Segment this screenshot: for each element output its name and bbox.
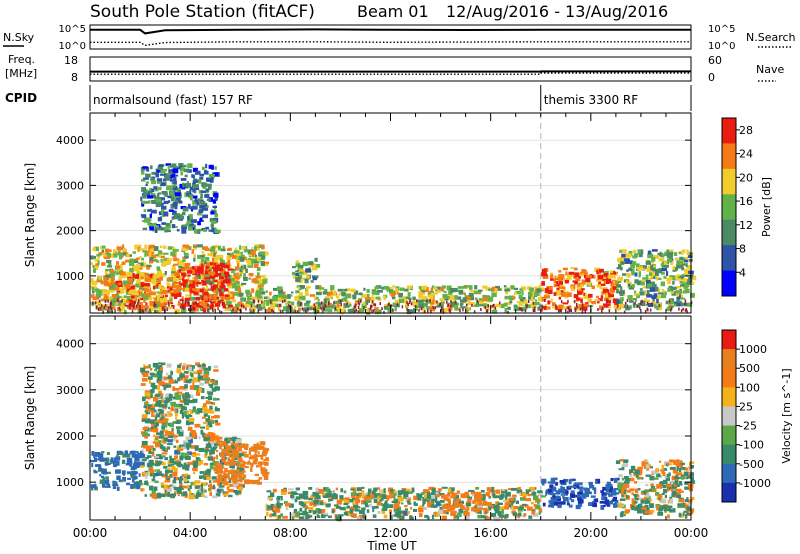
colorbar-swatch xyxy=(722,194,736,221)
power-panel: 1000 2000 3000 4000 xyxy=(56,112,697,315)
colorbar-frame xyxy=(721,329,737,503)
noise-left-tick-low: 10^0 xyxy=(59,41,86,52)
freq-label-line1: Freq. xyxy=(8,53,35,66)
heatmap-region xyxy=(615,459,696,519)
colorbar-swatch xyxy=(722,143,736,170)
freq-tick-low: 8 xyxy=(71,71,78,84)
colorbar-tick-label: 500 xyxy=(739,362,760,375)
colorbar-tick-label: 100 xyxy=(739,381,760,394)
freq-label-line2: [MHz] xyxy=(5,67,37,80)
colorbar-tick-label: 8 xyxy=(739,243,746,256)
x-axis-label: Time UT xyxy=(366,539,417,553)
noise-right-tick-low: 10^0 xyxy=(708,41,735,52)
y-tick-label: 4000 xyxy=(56,134,84,147)
x-tick-label: 04:00 xyxy=(173,526,208,540)
heatmap-region xyxy=(540,477,620,510)
y-tick-label: 2000 xyxy=(56,430,84,443)
colorbar-swatch xyxy=(722,349,736,369)
noise-left-label: N.Sky xyxy=(3,31,35,44)
ground-scatter-strip xyxy=(92,299,693,314)
heatmap-region xyxy=(140,163,221,234)
noise-left-tick-high: 10^5 xyxy=(59,24,86,35)
cpid-label: CPID xyxy=(5,91,37,105)
y-tick-label: 2000 xyxy=(56,225,84,238)
colorbar-tick-label: 1000 xyxy=(739,343,767,356)
heatmap-region xyxy=(265,486,546,522)
power-ylabel: Slant Range [km] xyxy=(23,163,37,267)
colorbar-swatch xyxy=(722,425,736,446)
freq-tick-high: 18 xyxy=(64,54,78,67)
y-tick-label: 3000 xyxy=(56,179,84,192)
noise-series-search xyxy=(90,41,691,47)
colorbar-tick-label: 24 xyxy=(739,148,753,161)
nave-label: Nave xyxy=(756,63,784,76)
colorbar-tick-label: -100 xyxy=(739,439,764,452)
heatmap-region xyxy=(140,436,245,500)
heatmap-region xyxy=(140,362,221,441)
nave-series-line xyxy=(90,72,691,75)
x-tick-label: 20:00 xyxy=(574,526,609,540)
y-tick-label: 4000 xyxy=(56,338,84,351)
colorbar-swatch xyxy=(722,118,736,144)
heatmap-region xyxy=(616,249,697,312)
colorbar-tick-label: 16 xyxy=(739,195,753,208)
heatmap-region xyxy=(291,257,321,284)
heatmap-region xyxy=(540,267,622,312)
y-tick-label: 3000 xyxy=(56,384,84,397)
y-tick-label: 1000 xyxy=(56,476,84,489)
heatmap-region xyxy=(441,491,492,514)
colorbar-frame xyxy=(721,117,737,297)
colorbar-swatch xyxy=(722,482,736,503)
date-range: 12/Aug/2016 - 13/Aug/2016 xyxy=(446,2,668,21)
colorbar-tick-label: -1000 xyxy=(739,477,771,490)
noise-series-sky xyxy=(90,28,691,35)
colorbar-tick-label: 28 xyxy=(739,124,753,137)
x-tick-label: 16:00 xyxy=(473,526,508,540)
colorbar-label: Power [dB] xyxy=(760,177,773,237)
colorbar-tick-label: -500 xyxy=(739,458,764,471)
colorbar-swatch xyxy=(722,245,736,272)
x-tick-label: 00:00 xyxy=(73,526,108,540)
x-tick-label: 00:00 xyxy=(674,526,709,540)
nave-tick-high: 60 xyxy=(708,54,722,67)
heatmap-region xyxy=(215,441,270,486)
noise-right-tick-high: 10^5 xyxy=(708,24,735,35)
heatmap-region xyxy=(265,285,546,315)
x-tick-label: 08:00 xyxy=(273,526,308,540)
nave-tick-low: 0 xyxy=(708,71,715,84)
y-tick-label: 1000 xyxy=(56,270,84,283)
colorbar-swatch xyxy=(722,463,736,484)
colorbar-swatch xyxy=(722,406,736,427)
heatmap-region xyxy=(178,262,234,313)
colorbar-tick-label: 25 xyxy=(739,400,753,413)
colorbar-tick-label: -25 xyxy=(739,420,757,433)
colorbar-swatch xyxy=(722,330,736,350)
colorbar-swatch xyxy=(722,387,736,407)
freq-panel-frame xyxy=(89,56,692,82)
velocity-panel: 1000 2000 3000 4000 00:00 04:00 08:00 12:00 16:0… xyxy=(56,315,709,540)
figure-title: South Pole Station (fitACF) xyxy=(90,2,315,22)
velocity-ylabel: Slant Range [km] xyxy=(23,366,37,470)
cpid-segment-label: normalsound (fast) 157 RF xyxy=(93,93,253,107)
heatmap-region xyxy=(90,450,146,491)
cpid-segment-label: themis 3300 RF xyxy=(544,93,638,107)
colorbar-swatch xyxy=(722,168,736,195)
colorbar-swatch xyxy=(722,444,736,465)
beam-label: Beam 01 xyxy=(357,2,429,21)
colorbar-tick-label: 4 xyxy=(739,266,746,279)
colorbar-swatch xyxy=(722,270,736,297)
colorbar-tick-label: 12 xyxy=(739,219,753,232)
colorbar-swatch xyxy=(722,219,736,246)
colorbar-tick-label: 20 xyxy=(739,171,753,184)
noise-panel-frame xyxy=(89,24,692,50)
noise-right-label: N.Search xyxy=(746,31,796,44)
colorbar-swatch xyxy=(722,368,736,388)
colorbar-label: Velocity [m s^-1] xyxy=(780,368,793,463)
x-tick-label: 12:00 xyxy=(373,526,408,540)
heatmap-region xyxy=(115,271,183,312)
